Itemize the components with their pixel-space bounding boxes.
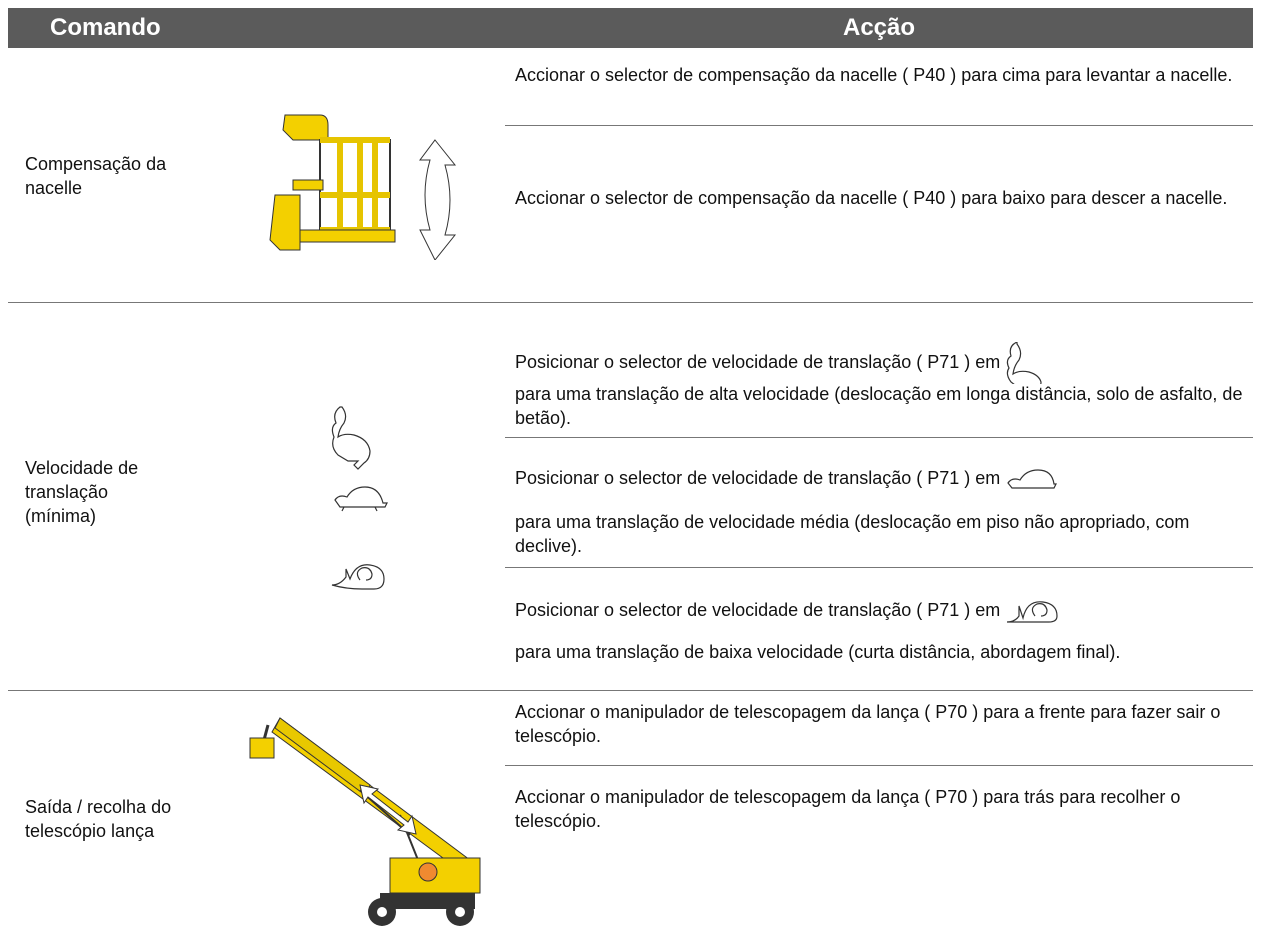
row-divider (505, 567, 1253, 568)
row-divider (505, 125, 1253, 126)
nacelle-image (269, 114, 457, 260)
action-text: para uma translação de baixa velocidade … (515, 642, 1121, 662)
action-lead: Posicionar o selector de velocidade de t… (515, 341, 1253, 397)
speed-icons (331, 406, 388, 590)
action-lead-text: Posicionar o selector de velocidade de t… (515, 468, 1001, 488)
action-text: Accionar o manipulador de telescopagem d… (515, 702, 1221, 746)
telescope-boom-image (249, 717, 481, 926)
action-text: para uma translação de velocidade média … (515, 512, 1190, 556)
action-text: Accionar o selector de compensação da na… (515, 65, 1233, 85)
action-lead-text: Posicionar o selector de velocidade de t… (515, 351, 1001, 372)
command-label: Velocidade de translação (mínima) (25, 458, 139, 526)
rabbit-icon (1007, 341, 1042, 397)
command-label: Compensação da nacelle (25, 154, 167, 198)
action-text: Accionar o manipulador de telescopagem d… (515, 787, 1181, 831)
table-header: Comando Acção (8, 8, 1253, 48)
row-divider (505, 437, 1253, 438)
turtle-icon (1007, 469, 1058, 489)
action-lead-text: Posicionar o selector de velocidade de t… (515, 599, 1001, 620)
action-text: para uma translação de alta velocidade (… (515, 384, 1243, 428)
header-action: Acção (843, 14, 916, 41)
action-lead: Posicionar o selector de velocidade de t… (515, 466, 1253, 491)
snail-icon (1007, 601, 1058, 623)
action-text: Accionar o selector de compensação da na… (515, 188, 1228, 208)
row-divider (505, 765, 1253, 766)
action-lead: Posicionar o selector de velocidade de t… (515, 596, 1253, 626)
row-divider (8, 302, 1253, 303)
header-command: Comando (50, 14, 161, 41)
row-divider (8, 690, 1253, 691)
command-label: Saída / recolha do telescópio lança (25, 797, 172, 841)
